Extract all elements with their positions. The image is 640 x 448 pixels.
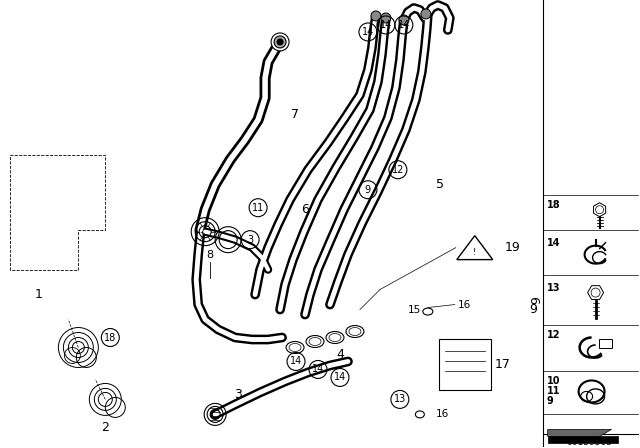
Text: 14: 14 [362, 27, 374, 37]
Text: 9: 9 [365, 185, 371, 195]
Text: 14: 14 [397, 20, 410, 30]
Text: 10: 10 [547, 376, 560, 387]
Text: 14: 14 [547, 237, 560, 248]
Text: 00159505: 00159505 [566, 438, 612, 447]
Polygon shape [548, 436, 618, 444]
Text: 5: 5 [436, 178, 444, 191]
Text: 9: 9 [547, 396, 554, 406]
Text: 9: 9 [530, 296, 543, 303]
Text: 7: 7 [291, 108, 299, 121]
Text: 3: 3 [247, 235, 253, 245]
Circle shape [277, 39, 283, 45]
Circle shape [371, 11, 381, 21]
Text: 3: 3 [234, 388, 242, 401]
Circle shape [274, 36, 286, 48]
Text: 8: 8 [207, 250, 214, 260]
Text: 12: 12 [547, 330, 560, 340]
Text: 17: 17 [495, 358, 511, 371]
Text: 14: 14 [312, 365, 324, 375]
Text: 15: 15 [408, 305, 422, 314]
Text: 18: 18 [104, 332, 116, 343]
Text: 11: 11 [547, 387, 560, 396]
Text: 14: 14 [290, 357, 302, 366]
Text: 1: 1 [35, 288, 42, 301]
Circle shape [399, 15, 409, 25]
Text: 12: 12 [392, 165, 404, 175]
Circle shape [271, 33, 289, 51]
Text: 19: 19 [505, 241, 520, 254]
Text: 14: 14 [334, 372, 346, 383]
Text: 16: 16 [458, 300, 471, 310]
Circle shape [381, 13, 391, 23]
Text: 4: 4 [336, 348, 344, 361]
Text: 2: 2 [101, 421, 109, 434]
Circle shape [421, 9, 431, 19]
Polygon shape [548, 429, 612, 436]
Text: !: ! [473, 248, 476, 257]
Text: 11: 11 [252, 202, 264, 213]
Text: 13: 13 [547, 283, 560, 293]
Text: 16: 16 [436, 409, 449, 419]
Text: 14: 14 [380, 20, 392, 30]
Text: 13: 13 [394, 394, 406, 405]
Text: 6: 6 [301, 203, 309, 216]
Text: 9: 9 [529, 303, 536, 316]
Text: 18: 18 [547, 200, 560, 210]
